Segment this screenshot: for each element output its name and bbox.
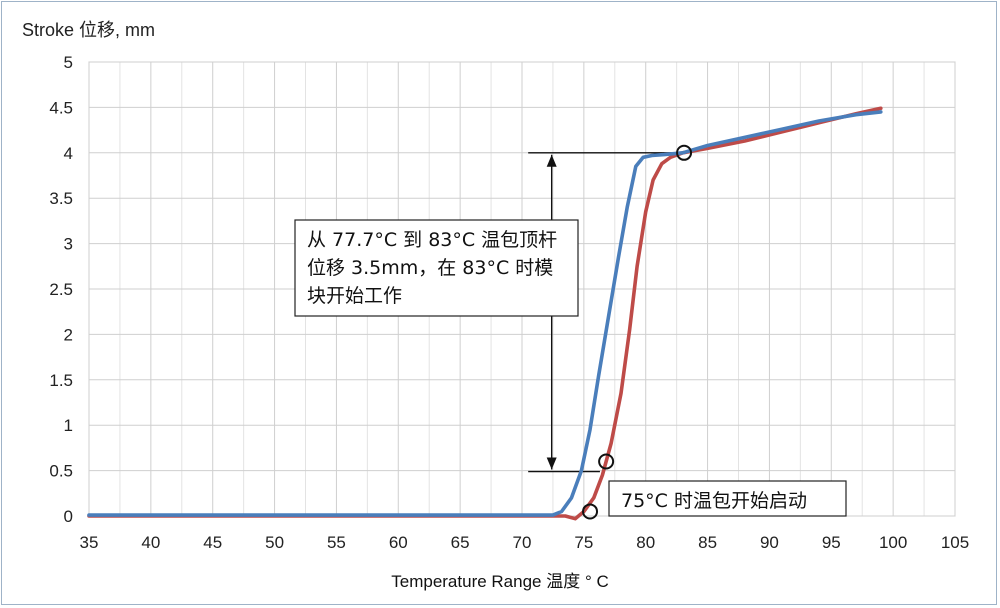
x-tick-label: 80: [636, 533, 655, 552]
x-axis-title: Temperature Range 温度 ° C: [391, 572, 609, 591]
y-tick-label: 1.5: [49, 371, 73, 390]
marker-circle: [676, 144, 693, 161]
arrowhead-down: [546, 457, 557, 470]
x-tick-label: 75: [574, 533, 593, 552]
x-tick-label: 105: [941, 533, 969, 552]
annotation-text: 从 77.7°C 到 83°C 温包顶杆: [307, 229, 557, 251]
annotation-text: 75°C 时温包开始启动: [621, 490, 807, 512]
annotation-text: 位移 3.5mm，在 83°C 时模: [307, 257, 553, 279]
annotation-text: 块开始工作: [307, 285, 402, 307]
marker-group: [582, 144, 693, 520]
y-axis-title: Stroke 位移, mm: [22, 20, 155, 40]
series-line-blue: [87, 110, 883, 517]
y-tick-label: 3: [64, 235, 73, 254]
x-tick-label: 90: [760, 533, 779, 552]
x-tick-label: 70: [513, 533, 532, 552]
series-group: [87, 106, 883, 521]
x-tick-label: 85: [698, 533, 717, 552]
y-tick-label: 4: [64, 144, 73, 163]
series-line-red: [87, 106, 883, 521]
x-tick-label: 65: [451, 533, 470, 552]
y-tick-label: 2: [64, 325, 73, 344]
x-tick-label: 60: [389, 533, 408, 552]
x-tick-label: 100: [879, 533, 907, 552]
annotation-border: [608, 480, 847, 517]
y-tick-label: 0.5: [49, 462, 73, 481]
y-tick-label: 0: [64, 507, 73, 526]
y-tick-label: 4.5: [49, 98, 73, 117]
arrowhead-up: [546, 154, 557, 167]
y-tick-label: 1: [64, 416, 73, 435]
marker-circle: [582, 503, 599, 520]
grid: [88, 61, 956, 517]
x-tick-label: 40: [141, 533, 160, 552]
x-tick-label: 45: [203, 533, 222, 552]
annotation-border: [294, 219, 579, 317]
annotation-box: 75°C 时温包开始启动: [608, 480, 847, 517]
marker-circle: [598, 453, 615, 470]
x-tick-label: 35: [80, 533, 99, 552]
y-tick-label: 5: [64, 53, 73, 72]
x-tick-label: 50: [265, 533, 284, 552]
y-tick-label: 2.5: [49, 280, 73, 299]
x-tick-label: 55: [327, 533, 346, 552]
tick-labels: 35 40 45 50 55 60 65 70 75 80 85 90 95 100 10500.511.5…: [49, 53, 969, 552]
x-tick-label: 95: [822, 533, 841, 552]
y-tick-label: 3.5: [49, 189, 73, 208]
